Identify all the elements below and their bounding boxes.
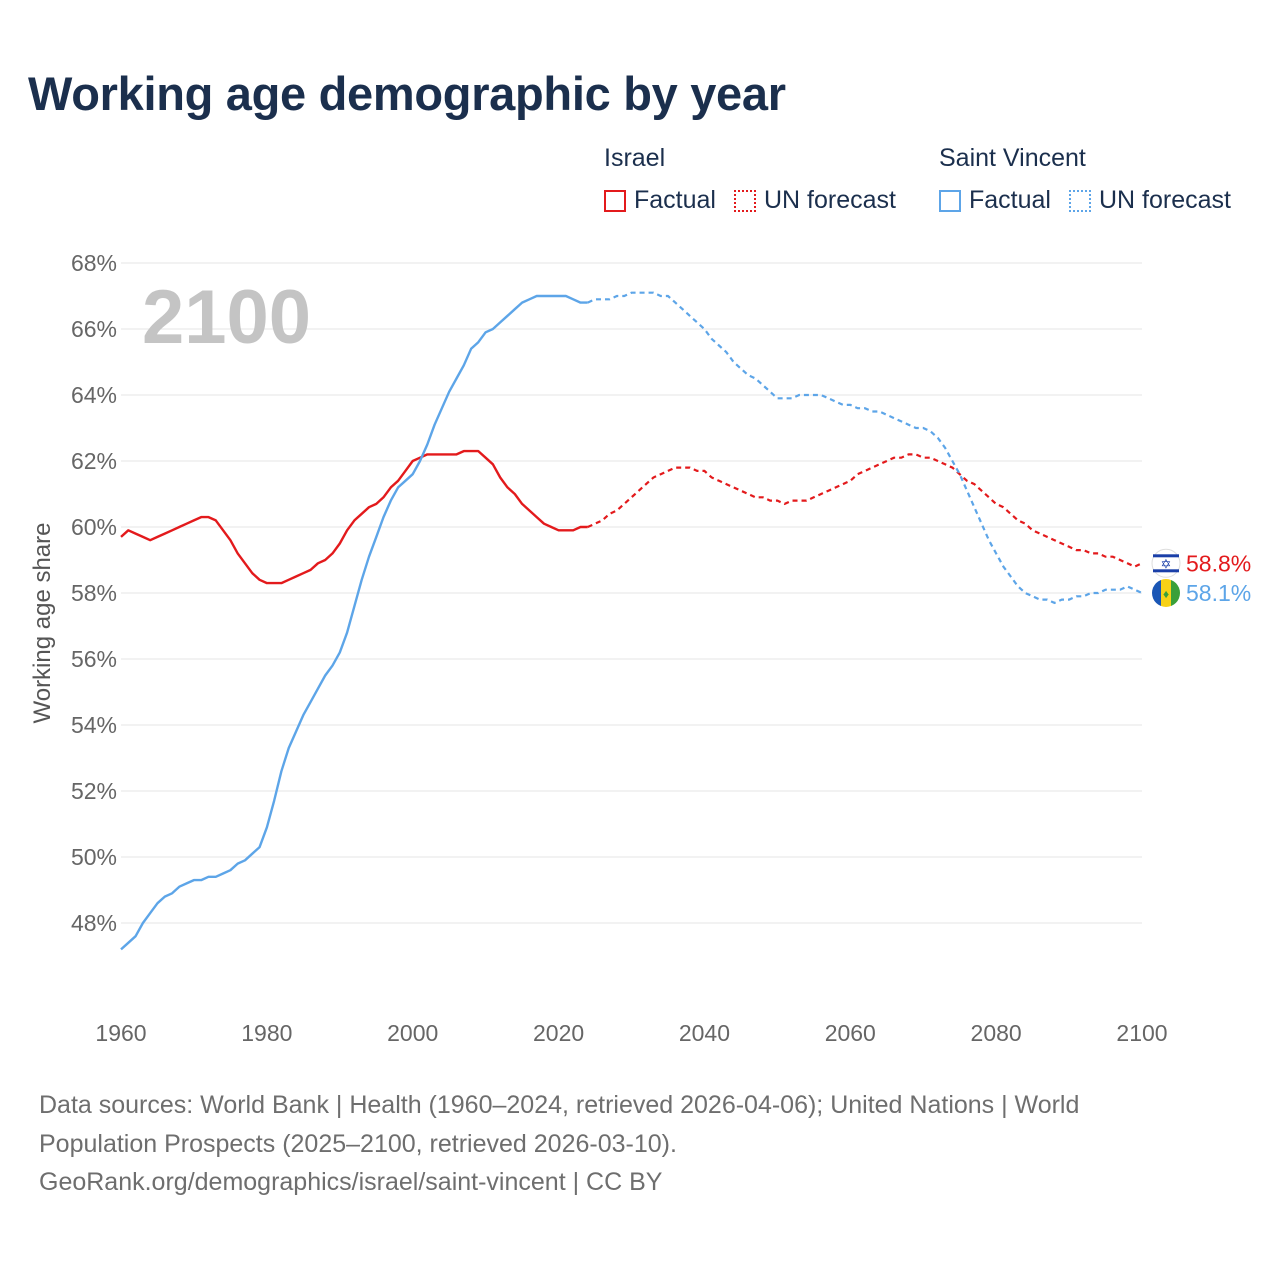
legend-label: Factual [634, 186, 716, 214]
footer-line: Data sources: World Bank | Health (1960–… [39, 1091, 1080, 1119]
footer-line: Population Prospects (2025–2100, retriev… [39, 1129, 677, 1158]
legend-item-saint-vincent-forecast[interactable]: UN forecast [1068, 186, 1231, 215]
legend-item-israel-factual[interactable]: Factual [604, 186, 716, 215]
legend-swatch-dotted [1068, 189, 1091, 212]
y-tick-label: 64% [71, 382, 117, 408]
x-tick-label: 1960 [95, 1020, 146, 1046]
legend-group-title: Israel [604, 144, 666, 172]
legend-group-saint-vincent: Saint Vincent Factual UN forecast [939, 144, 1249, 215]
year-label: 2100 [142, 275, 311, 360]
y-tick-label: 62% [71, 448, 117, 474]
legend-swatch-dotted [733, 189, 756, 212]
footer-sources: Data sources: World Bank | Health (1960–… [39, 1086, 1239, 1202]
legend-label: UN forecast [1098, 186, 1231, 214]
footer-line: GeoRank.org/demographics/israel/saint-vi… [39, 1168, 663, 1196]
flag-band [1161, 579, 1171, 607]
series-line-israel-factual [120, 449, 588, 585]
y-tick-label: 54% [71, 712, 117, 738]
star-of-david-icon: ✡ [1161, 556, 1172, 571]
flag-band [1152, 579, 1161, 607]
flag-stripe [1153, 569, 1179, 573]
y-tick-label: 60% [71, 514, 117, 540]
legend-swatch-solid [604, 189, 626, 212]
y-tick-label: 66% [71, 316, 117, 342]
x-tick-label: 1980 [241, 1020, 292, 1046]
line-chart: 48% 50% 52% 54% 56% 58% 60% 62% 64% 66% 68% 1960 198… [29, 250, 1251, 1046]
legend-group-title: Saint Vincent [939, 144, 1086, 172]
israel-flag-icon: ✡ [1151, 548, 1181, 578]
series-line-saint-vincent-forecast [587, 291, 1143, 605]
y-tick-label: 48% [71, 910, 117, 936]
saint-vincent-flag-icon: ♦ [1152, 579, 1180, 607]
y-tick-label: 56% [71, 646, 117, 672]
y-axis-title: Working age share [29, 523, 56, 724]
legend-item-israel-forecast[interactable]: UN forecast [733, 186, 896, 215]
x-tick-label: 2040 [679, 1020, 730, 1046]
diamonds-icon: ♦ [1163, 587, 1169, 601]
x-tick-label: 2060 [825, 1020, 876, 1046]
series-line-israel-forecast [587, 453, 1143, 568]
x-tick-label: 2020 [533, 1020, 584, 1046]
x-tick-label: 2100 [1116, 1020, 1167, 1046]
chart-title: Working age demographic by year [28, 67, 786, 120]
y-tick-label: 58% [71, 580, 117, 606]
legend-group-israel: Israel Factual UN forecast [604, 144, 914, 215]
legend-label: Factual [969, 186, 1051, 214]
flag-stripe [1153, 554, 1179, 558]
x-tick-label: 2080 [971, 1020, 1022, 1046]
end-value-label-saint-vincent: 58.1% [1186, 580, 1251, 606]
legend-item-saint-vincent-factual[interactable]: Factual [939, 186, 1051, 215]
y-tick-label: 68% [71, 250, 117, 276]
y-tick-label: 50% [71, 844, 117, 870]
x-tick-label: 2000 [387, 1020, 438, 1046]
series-line-saint-vincent-factual [120, 294, 588, 951]
flag-band [1171, 579, 1180, 607]
legend-label: UN forecast [763, 186, 896, 214]
y-tick-label: 52% [71, 778, 117, 804]
legend-swatch-solid [939, 189, 961, 212]
end-value-label-israel: 58.8% [1186, 550, 1251, 576]
